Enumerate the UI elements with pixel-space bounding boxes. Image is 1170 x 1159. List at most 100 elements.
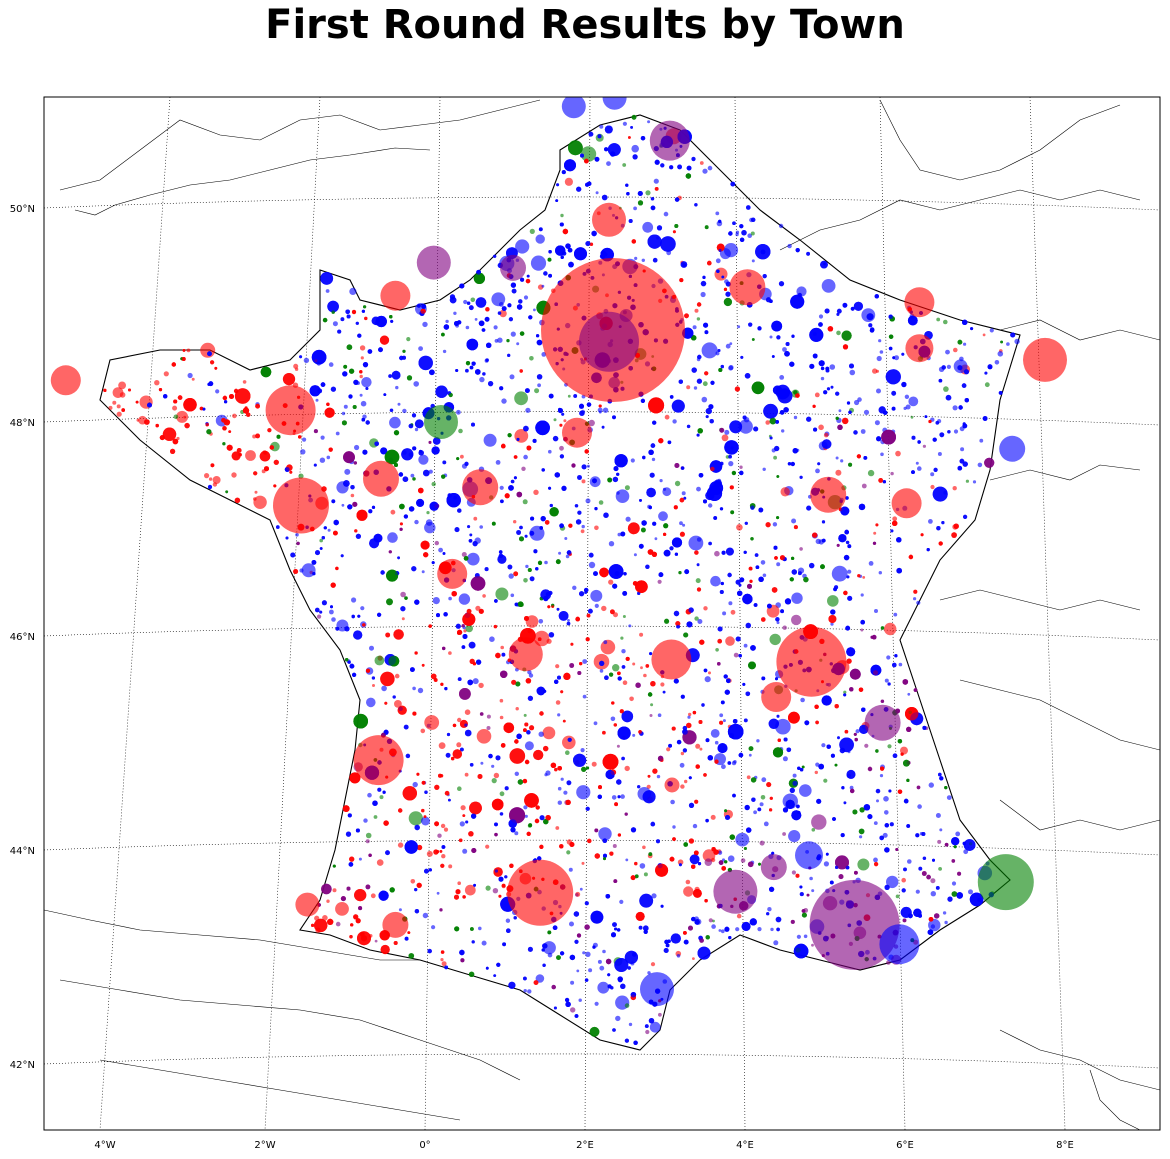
town-marker (560, 213, 564, 218)
town-marker (873, 821, 878, 825)
town-marker (714, 740, 719, 745)
town-marker (582, 951, 586, 955)
town-marker (791, 870, 797, 875)
town-marker (569, 921, 574, 927)
town-marker (370, 893, 376, 899)
town-marker (464, 709, 471, 715)
town-marker (392, 695, 396, 699)
town-marker (977, 462, 983, 468)
town-marker (719, 713, 724, 718)
town-marker (541, 284, 545, 288)
town-marker (818, 424, 824, 431)
town-marker (361, 377, 372, 388)
town-marker (586, 464, 590, 468)
map-title: First Round Results by Town (265, 2, 905, 48)
town-marker (470, 297, 476, 303)
town-marker (884, 810, 889, 815)
town-marker (849, 785, 854, 790)
town-marker (895, 450, 901, 457)
town-marker (381, 685, 387, 692)
town-marker (796, 934, 802, 939)
town-marker (582, 659, 588, 664)
town-marker (624, 1003, 630, 1008)
town-marker (759, 802, 764, 807)
town-marker (666, 747, 671, 752)
town-marker (590, 589, 603, 602)
town-marker (811, 828, 816, 832)
town-marker (570, 1007, 576, 1013)
town-marker (939, 432, 945, 438)
town-marker (708, 503, 713, 508)
town-marker (811, 943, 814, 947)
town-marker (725, 291, 731, 297)
town-marker (937, 452, 942, 456)
town-marker (700, 291, 706, 298)
town-marker (459, 821, 465, 827)
town-marker (620, 794, 625, 799)
town-marker (585, 951, 591, 957)
town-marker (499, 715, 504, 720)
town-marker (663, 211, 669, 217)
town-marker (760, 795, 766, 800)
town-marker (422, 321, 428, 328)
town-marker (898, 662, 903, 667)
town-marker (873, 531, 877, 535)
town-marker (685, 879, 691, 885)
town-marker (341, 411, 346, 416)
town-marker (600, 639, 616, 655)
town-marker (359, 374, 363, 379)
town-marker (624, 1038, 630, 1043)
town-marker (746, 775, 751, 780)
town-marker (581, 464, 587, 470)
town-marker (599, 124, 604, 129)
town-marker (776, 621, 780, 625)
town-marker (730, 609, 736, 615)
town-marker (116, 411, 122, 417)
town-marker (578, 998, 582, 1002)
town-marker (782, 625, 787, 630)
town-marker (603, 640, 608, 645)
town-marker (943, 319, 948, 325)
town-marker (515, 707, 519, 711)
town-marker (936, 317, 941, 322)
town-marker (456, 409, 461, 415)
town-marker (883, 796, 889, 802)
town-marker (438, 742, 446, 749)
town-marker (390, 509, 396, 515)
town-marker (479, 525, 484, 529)
town-marker (545, 770, 551, 776)
town-marker (887, 744, 892, 749)
town-marker (710, 729, 720, 738)
town-marker (873, 857, 878, 863)
town-marker (388, 374, 392, 378)
town-marker (295, 533, 299, 537)
town-marker (672, 419, 677, 424)
town-marker (417, 687, 424, 694)
town-marker (955, 831, 961, 837)
town-marker (879, 350, 884, 354)
town-marker (568, 867, 573, 872)
town-marker (714, 267, 728, 281)
town-marker (681, 491, 686, 496)
town-marker (632, 662, 636, 666)
town-marker (438, 547, 443, 553)
town-marker (513, 520, 517, 524)
town-marker (319, 457, 326, 463)
town-marker (793, 415, 798, 420)
town-marker (679, 762, 685, 768)
town-marker (737, 325, 741, 329)
town-marker (772, 522, 778, 527)
town-marker (494, 339, 499, 343)
town-marker (509, 374, 515, 380)
town-marker (563, 419, 567, 423)
town-marker (309, 570, 313, 575)
town-marker (701, 342, 718, 359)
town-marker (868, 561, 874, 566)
town-marker (715, 648, 719, 652)
town-marker (537, 383, 541, 388)
town-marker (770, 927, 774, 932)
town-marker (831, 565, 848, 582)
town-marker (904, 394, 910, 399)
town-marker (376, 859, 384, 866)
town-marker (823, 432, 829, 438)
